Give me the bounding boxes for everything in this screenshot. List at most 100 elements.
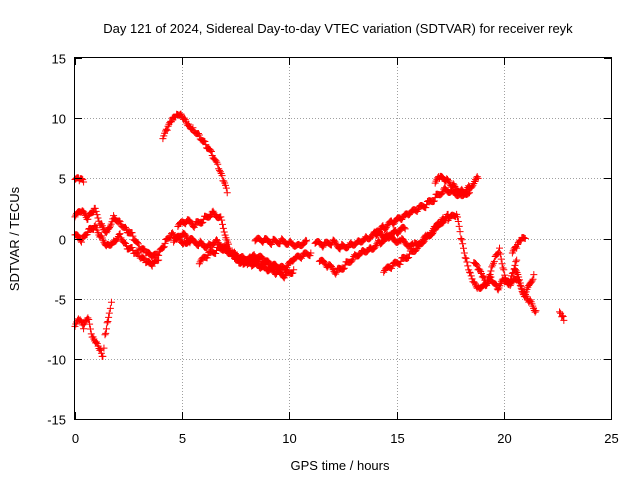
data-point: [560, 316, 568, 324]
data-point: [140, 245, 148, 253]
data-point: [191, 221, 199, 229]
data-point: [444, 177, 452, 185]
data-point: [490, 257, 498, 265]
data-point: [396, 260, 404, 268]
data-point: [163, 126, 171, 134]
data-point: [405, 253, 413, 261]
data-point: [492, 280, 500, 288]
data-point: [290, 266, 298, 274]
data-point: [558, 312, 566, 320]
data-point: [199, 218, 207, 226]
data-point: [429, 229, 437, 237]
data-point: [380, 268, 388, 276]
data-point: [473, 262, 481, 270]
data-point: [513, 256, 521, 264]
data-point: [223, 189, 231, 197]
data-point: [559, 313, 567, 321]
data-point: [128, 244, 136, 252]
data-point: [501, 271, 509, 279]
data-point: [105, 313, 113, 321]
data-point: [464, 262, 472, 270]
data-point: [122, 225, 130, 233]
data-point: [198, 219, 206, 227]
data-point: [418, 237, 426, 245]
data-point: [106, 224, 114, 232]
data-point: [397, 257, 405, 265]
data-point: [460, 249, 468, 257]
data-point: [500, 266, 508, 274]
data-point: [422, 204, 430, 212]
data-point: [333, 268, 341, 276]
data-point: [301, 238, 309, 246]
data-point: [488, 263, 496, 271]
data-point: [212, 250, 220, 258]
data-point: [331, 238, 339, 246]
data-point: [99, 352, 107, 360]
data-point: [486, 270, 494, 278]
data-point: [201, 137, 209, 145]
data-point: [219, 220, 227, 228]
data-point: [512, 267, 520, 275]
data-point: [372, 242, 380, 250]
data-point: [84, 228, 92, 236]
data-point: [444, 216, 452, 224]
data-point: [515, 276, 523, 284]
data-point: [177, 110, 185, 118]
data-point: [487, 267, 495, 275]
data-point: [215, 165, 223, 173]
data-point: [517, 282, 525, 290]
data-point: [398, 215, 406, 223]
data-point: [161, 127, 169, 135]
data-point: [216, 166, 224, 174]
data-point: [445, 178, 453, 186]
data-point: [466, 269, 474, 277]
data-point: [223, 243, 231, 251]
data-point: [348, 257, 356, 265]
data-point: [412, 246, 420, 254]
x-tick-label: 15: [390, 431, 404, 446]
data-point: [263, 258, 271, 266]
data-point: [383, 222, 391, 230]
data-point: [218, 172, 226, 180]
data-point: [382, 224, 390, 232]
data-point: [93, 211, 101, 219]
y-axis-label: SDTVAR / TECUs: [7, 186, 22, 291]
data-point: [216, 168, 224, 176]
data-point: [430, 197, 438, 205]
data-point: [521, 292, 529, 300]
data-point: [106, 304, 114, 312]
data-point: [401, 225, 409, 233]
data-point: [289, 269, 297, 277]
data-point: [279, 273, 287, 281]
x-tick-label: 20: [497, 431, 511, 446]
data-point: [210, 209, 218, 217]
data-point: [496, 250, 504, 258]
data-point: [459, 244, 467, 252]
axis-ticks: 0 5 10 15 20 25 -15 -10 -5 0 5 10 15: [47, 52, 619, 447]
data-point: [321, 259, 329, 267]
data-point: [222, 184, 230, 192]
data-point: [512, 258, 520, 266]
data-point: [381, 225, 389, 233]
data-point: [102, 329, 110, 337]
data-point: [231, 248, 239, 256]
data-point: [196, 258, 204, 266]
data-point: [180, 114, 188, 122]
data-point: [404, 254, 412, 262]
data-point: [220, 228, 228, 236]
data-point: [440, 218, 448, 226]
data-point: [128, 229, 136, 237]
data-point: [89, 208, 97, 216]
data-point: [133, 239, 141, 247]
data-point: [77, 317, 85, 325]
data-point: [303, 237, 311, 245]
data-point: [159, 243, 167, 251]
data-point: [455, 222, 463, 230]
data-point: [456, 228, 464, 236]
x-tick-label: 25: [604, 431, 618, 446]
data-point: [467, 272, 475, 280]
data-point: [371, 243, 379, 251]
data-point: [104, 317, 112, 325]
data-point: [219, 224, 227, 232]
